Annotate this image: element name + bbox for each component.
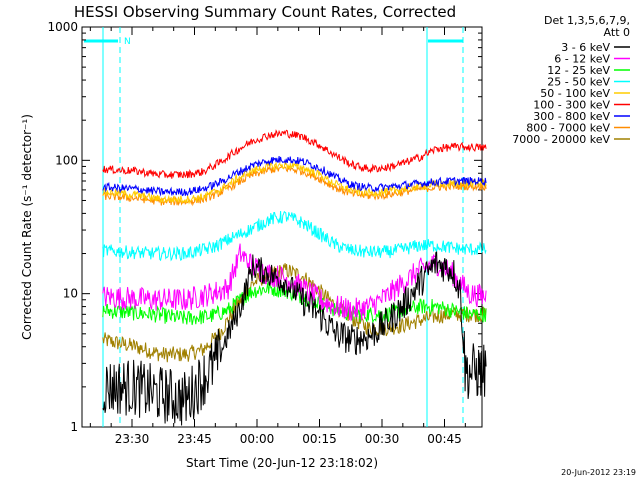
y-axis-label: Corrected Count Rate (s⁻¹ detector⁻¹) [20, 114, 34, 340]
y-tick-label: 1000 [47, 20, 78, 34]
series-line [102, 156, 487, 197]
series-line [102, 243, 487, 322]
legend-label: 7000 - 20000 keV [512, 133, 610, 146]
legend-label: 6 - 12 keV [554, 53, 610, 66]
legend-label: 25 - 50 keV [547, 76, 610, 89]
x-tick-label: 00:45 [427, 432, 462, 446]
y-tick-label: 1 [70, 420, 78, 434]
y-tick-label: 100 [55, 153, 78, 167]
timestamp: 20-Jun-2012 23:19 [561, 468, 636, 477]
legend-label: 300 - 800 keV [533, 110, 610, 123]
plot-frame [81, 26, 483, 428]
x-tick-label: 23:45 [177, 432, 212, 446]
series-line [102, 263, 487, 363]
x-tick-label: 00:00 [240, 432, 275, 446]
legend-header-line-1: Det 1,3,5,6,7,9, [544, 14, 630, 27]
legend-label: 800 - 7000 keV [526, 122, 610, 135]
legend-label: 100 - 300 keV [533, 99, 610, 112]
legend-label: 12 - 25 keV [547, 64, 610, 77]
x-tick-label: 00:30 [365, 432, 400, 446]
night-label: N [124, 37, 131, 47]
series-line [102, 210, 487, 262]
series-lines [102, 129, 487, 426]
legend-header-line-2: Att 0 [604, 26, 630, 39]
series-line [102, 161, 487, 205]
legend-label: 50 - 100 keV [540, 87, 610, 100]
x-tick-label: 23:30 [115, 432, 150, 446]
chart-title: HESSI Observing Summary Count Rates, Cor… [74, 3, 456, 21]
time-markers: N [84, 27, 464, 427]
y-axis-ticks: 1 10 100 1000 [47, 20, 482, 434]
x-axis-label: Start Time (20-Jun-12 23:18:02) [186, 456, 378, 470]
x-axis-ticks: 23:30 23:45 00:00 00:15 00:30 00:45 [89, 27, 466, 446]
series-line [102, 129, 487, 179]
series-line [102, 251, 487, 426]
y-tick-label: 10 [63, 287, 78, 301]
legend-label: 3 - 6 keV [561, 41, 610, 54]
x-tick-label: 00:15 [302, 432, 337, 446]
